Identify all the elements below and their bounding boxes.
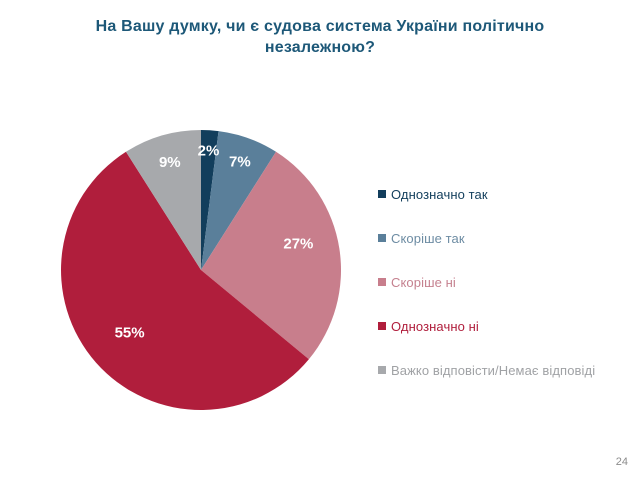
- legend-swatch-icon: [378, 190, 386, 198]
- pie-slice-4: [125, 130, 201, 270]
- legend-item-odnoznachno-tak: Однозначно так: [378, 172, 595, 216]
- legend-swatch-icon: [378, 234, 386, 242]
- pie-slice-label-2: 27%: [283, 235, 313, 252]
- legend-swatch-icon: [378, 322, 386, 330]
- legend-label: Однозначно так: [391, 186, 488, 202]
- legend-item-skorishe-ni: Скоріше ні: [378, 260, 595, 304]
- legend-swatch-icon: [378, 278, 386, 286]
- legend-item-skorishe-tak: Скоріше так: [378, 216, 595, 260]
- legend-label: Однозначно ні: [391, 318, 479, 334]
- legend-label: Скоріше так: [391, 230, 465, 246]
- pie-slice-1: [201, 131, 277, 270]
- chart-title: На Вашу думку, чи є судова система Украї…: [95, 18, 545, 57]
- page-number: 24: [615, 456, 628, 468]
- legend-item-vazhko-vidpovisty: Важко відповісти/Немає відповіді: [378, 348, 595, 392]
- pie-chart: 2% 7% 27% 55% 9%: [61, 130, 341, 410]
- pie-slice-0: [201, 130, 219, 270]
- pie-slice-3: [61, 151, 309, 410]
- legend-swatch-icon: [378, 366, 386, 374]
- pie-slice-2: [201, 151, 341, 360]
- legend-label: Скоріше ні: [391, 274, 456, 290]
- pie-slice-label-1: 7%: [229, 154, 251, 171]
- pie-slice-label-3: 55%: [115, 325, 145, 342]
- legend-label: Важко відповісти/Немає відповіді: [391, 362, 596, 378]
- pie-slice-label-0: 2%: [198, 143, 220, 160]
- legend: Однозначно так Скоріше так Скоріше ні Од…: [378, 172, 595, 392]
- legend-item-odnoznachno-ni: Однозначно ні: [378, 304, 595, 348]
- pie-slice-label-4: 9%: [159, 154, 181, 171]
